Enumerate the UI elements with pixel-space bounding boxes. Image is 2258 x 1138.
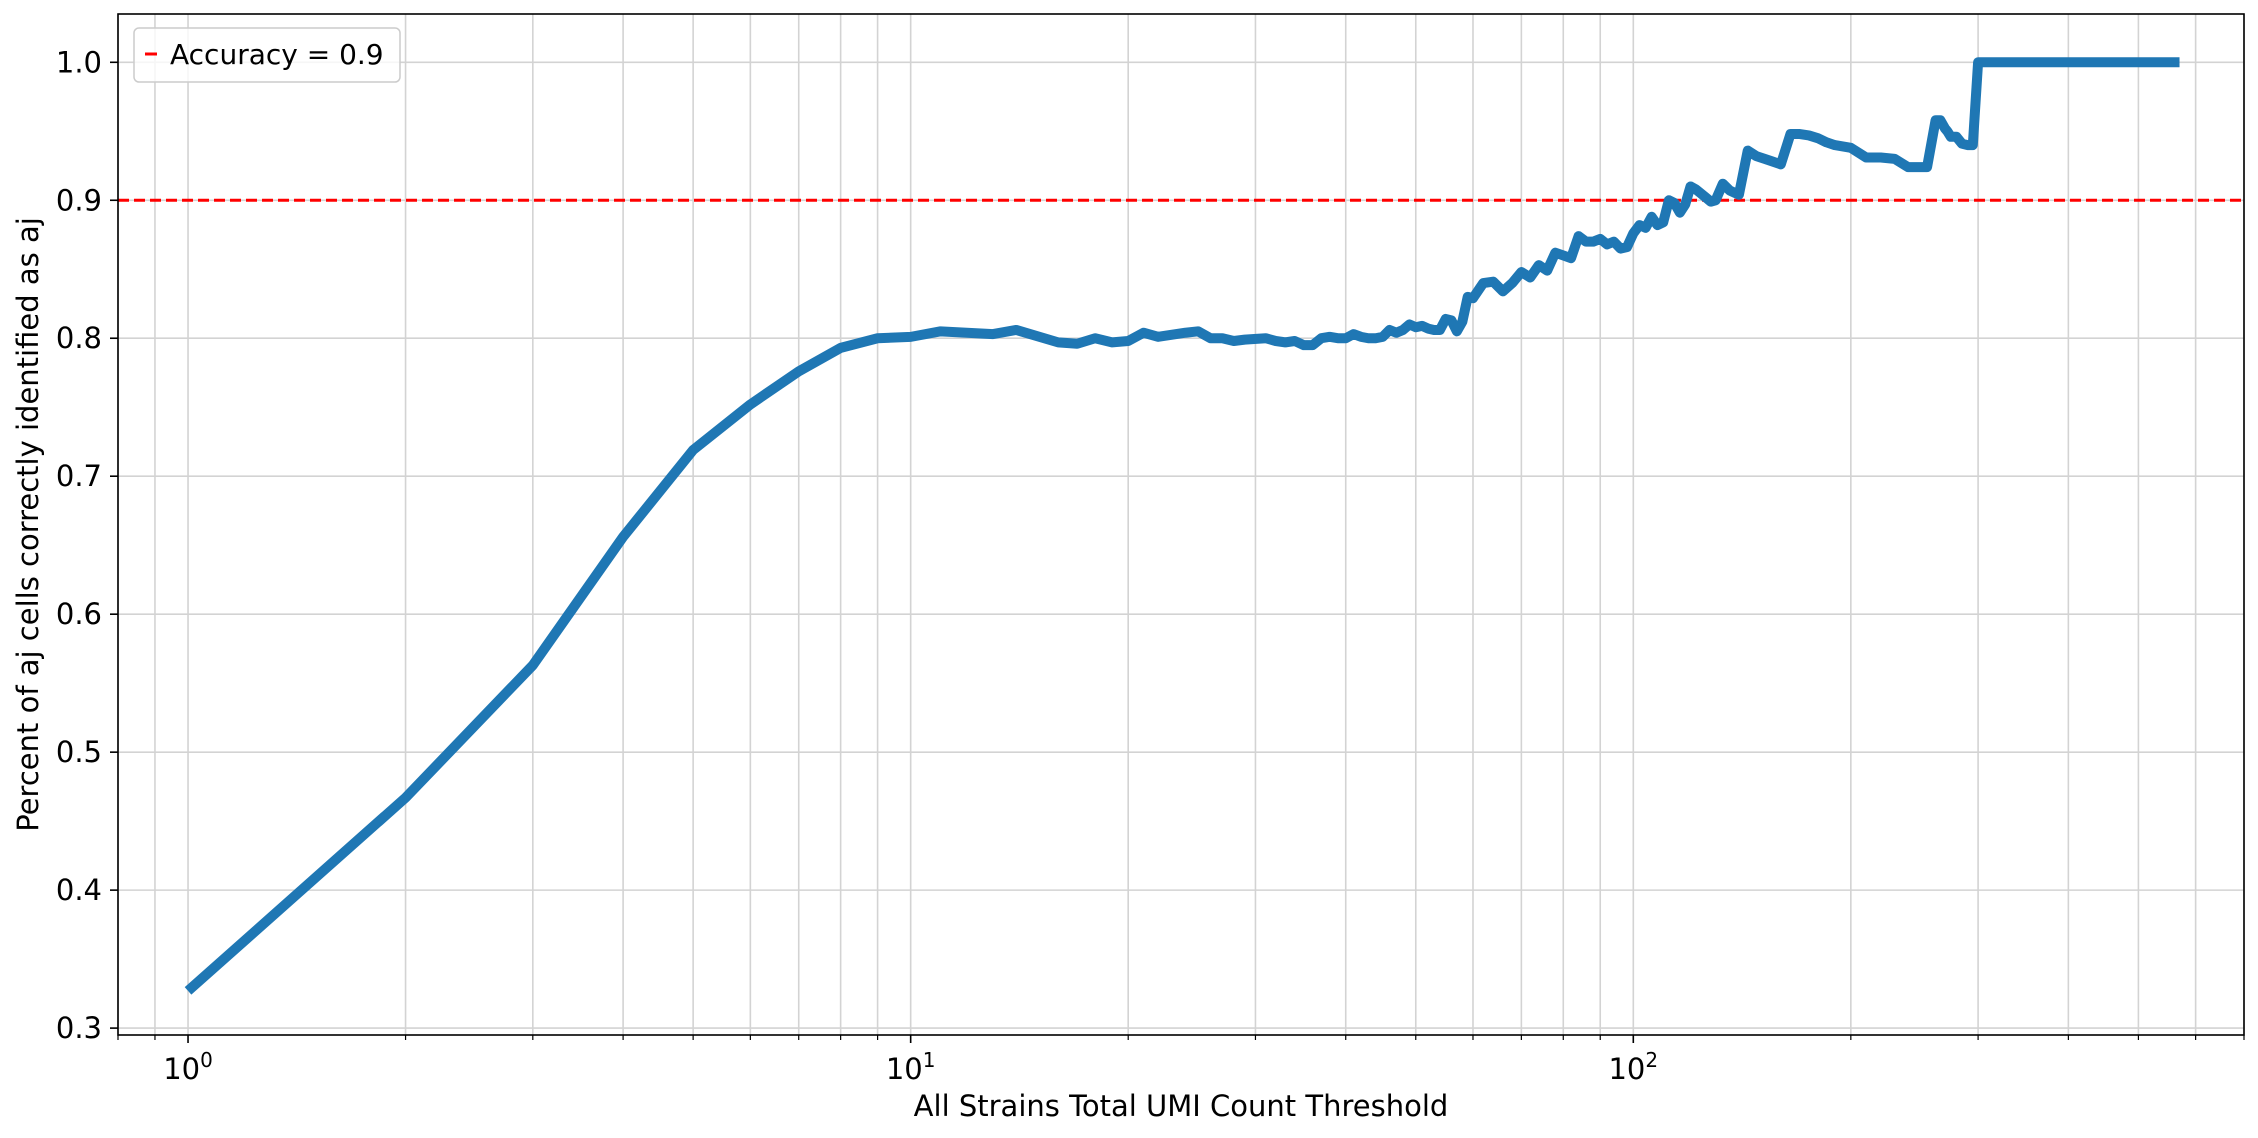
y-tick-label: 0.8 bbox=[56, 321, 102, 355]
x-tick-label-base: 10 bbox=[1608, 1052, 1645, 1086]
x-tick-label-base: 10 bbox=[886, 1052, 923, 1086]
legend: Accuracy = 0.9 bbox=[133, 27, 401, 83]
y-tick-label: 0.9 bbox=[56, 183, 102, 217]
y-tick-label: 1.0 bbox=[56, 45, 102, 79]
legend-label: Accuracy = 0.9 bbox=[170, 38, 384, 71]
x-tick-label-base: 10 bbox=[163, 1052, 200, 1086]
x-tick-label: 100 bbox=[163, 1048, 213, 1086]
legend-box bbox=[133, 27, 401, 83]
plot-frame bbox=[117, 13, 2245, 1036]
y-tick-label: 0.5 bbox=[56, 735, 102, 769]
x-axis-label: All Strains Total UMI Count Threshold bbox=[914, 1089, 1449, 1123]
x-tick-label-exponent: 0 bbox=[200, 1048, 213, 1072]
x-tick-label-exponent: 2 bbox=[1645, 1048, 1658, 1072]
y-tick-label: 0.6 bbox=[56, 597, 102, 631]
y-tick-label: 0.3 bbox=[56, 1011, 102, 1045]
series-group bbox=[184, 57, 2180, 995]
y-axis-label: Percent of aj cells correctly identified… bbox=[11, 217, 45, 832]
x-tick-label-exponent: 1 bbox=[923, 1048, 936, 1072]
y-tick-label: 0.7 bbox=[56, 459, 102, 493]
y-tick-label: 0.4 bbox=[56, 873, 102, 907]
x-tick-label: 101 bbox=[886, 1048, 936, 1086]
series-line bbox=[184, 57, 2180, 995]
grid bbox=[117, 14, 2245, 1035]
axis-ticks bbox=[110, 61, 2245, 1043]
x-tick-label: 102 bbox=[1608, 1048, 1658, 1086]
